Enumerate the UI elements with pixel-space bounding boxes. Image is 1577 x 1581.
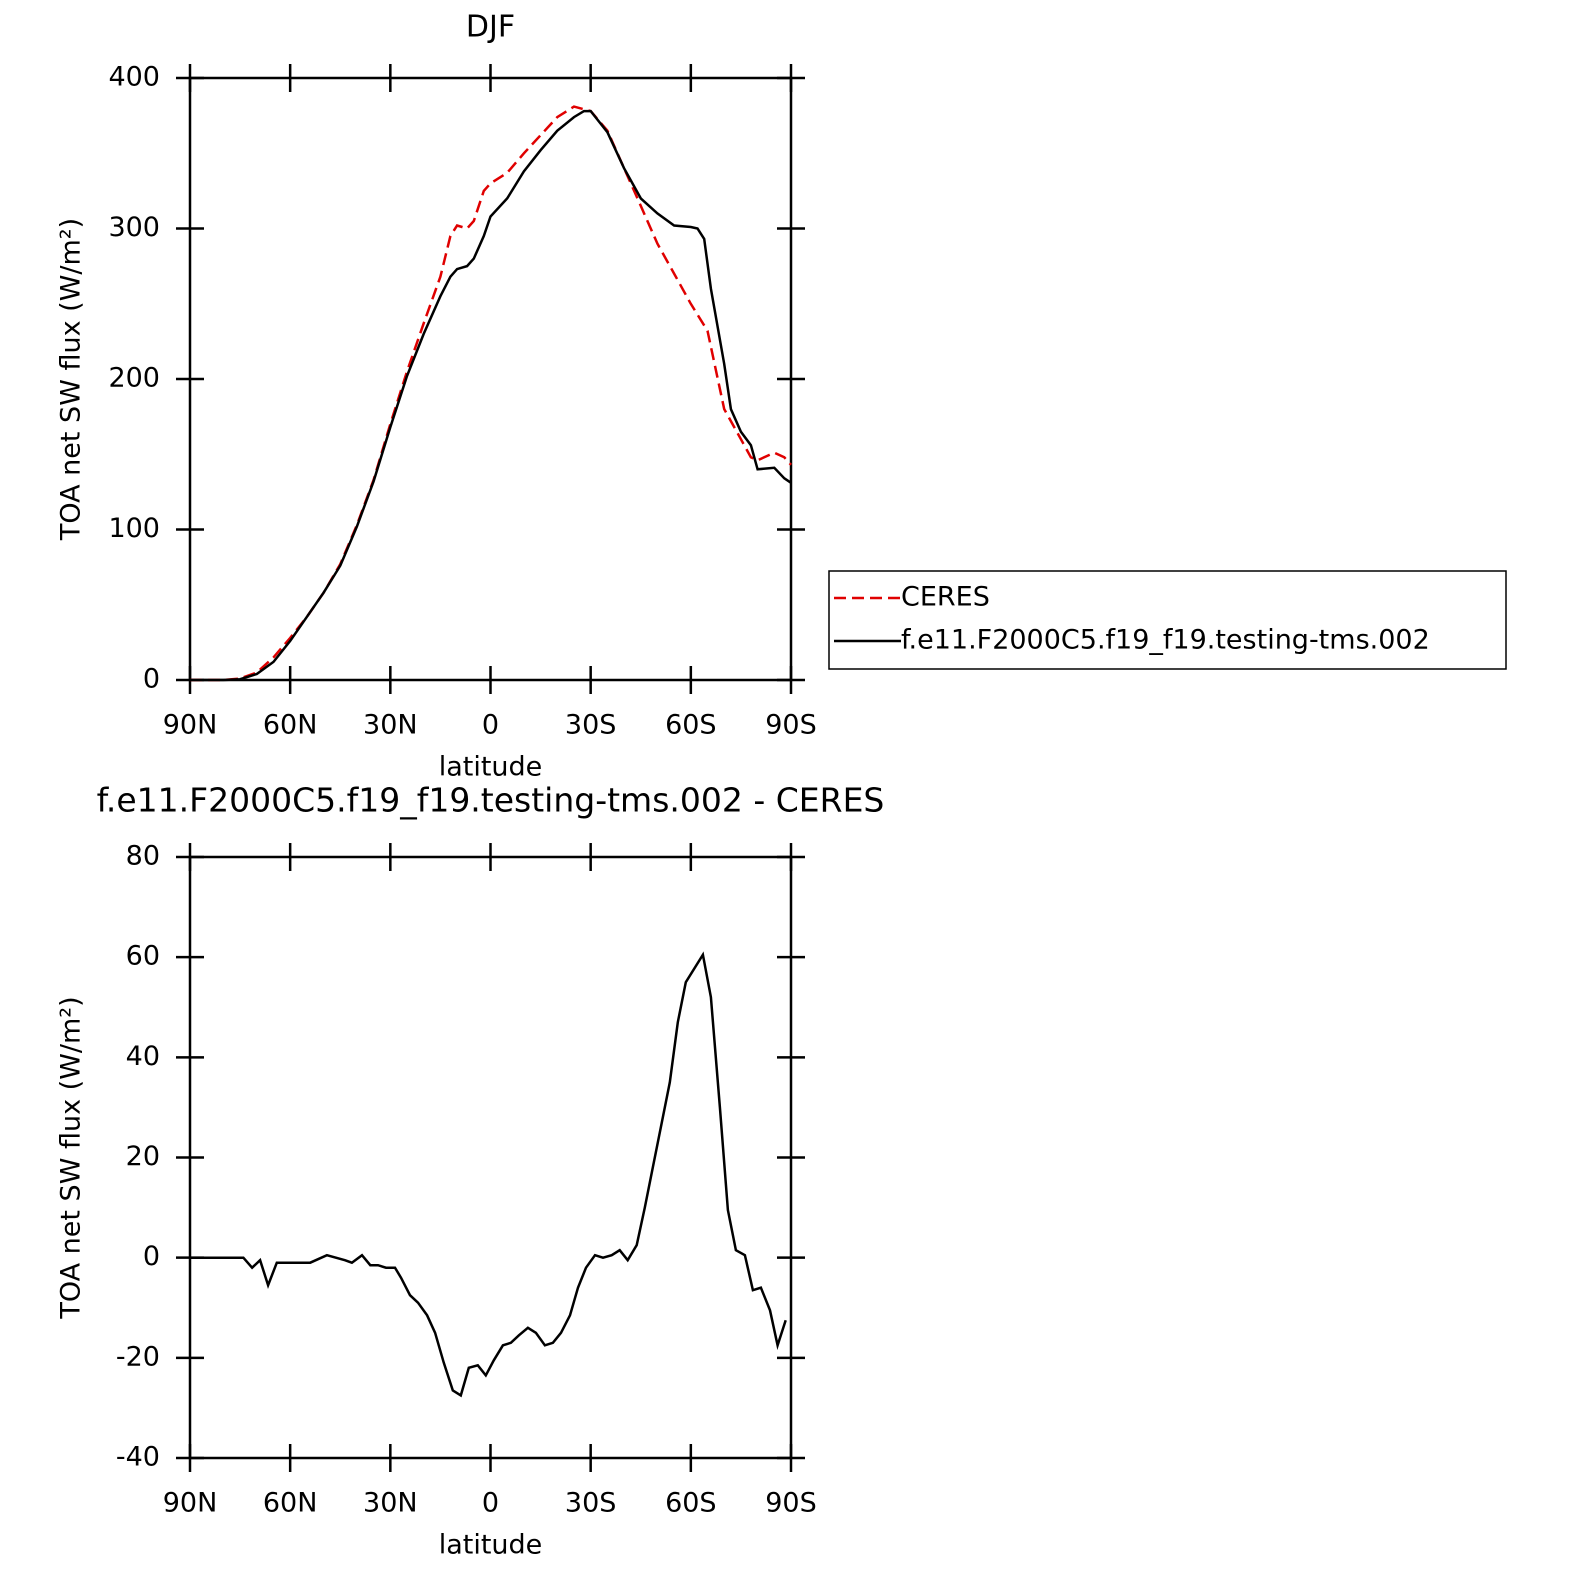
y-axis-title: TOA net SW flux (W/m²) [56, 218, 87, 541]
x-tick-label: 90S [765, 1488, 817, 1519]
data-line [190, 105, 792, 682]
x-tick-label: 0 [482, 710, 499, 741]
x-tick-label: 90S [765, 710, 817, 741]
chart-title: DJF [466, 10, 515, 45]
y-tick-label: 200 [108, 363, 160, 394]
chart-title: f.e11.F2000C5.f19_f19.testing-tms.002 - … [97, 781, 885, 820]
legend-label: CERES [901, 582, 990, 613]
x-axis-title: latitude [439, 752, 543, 783]
y-tick-label: -40 [116, 1442, 160, 1473]
data-line [190, 109, 792, 682]
x-tick-label: 90N [163, 1488, 218, 1519]
y-tick-label: 80 [126, 841, 160, 872]
x-tick-label: 30S [565, 710, 617, 741]
x-tick-label: 30N [363, 710, 418, 741]
plot-frame [188, 76, 793, 682]
y-axis-title: TOA net SW flux (W/m²) [56, 996, 87, 1319]
x-tick-label: 60N [263, 1488, 318, 1519]
x-tick-label: 30S [565, 1488, 617, 1519]
x-tick-label: 60S [665, 710, 717, 741]
x-axis-title: latitude [439, 1530, 543, 1561]
x-tick-label: 90N [163, 710, 218, 741]
legend-box [828, 570, 1507, 670]
y-tick-label: -20 [116, 1341, 160, 1372]
x-tick-label: 0 [482, 1488, 499, 1519]
y-tick-label: 0 [143, 1241, 160, 1272]
y-tick-label: 60 [126, 941, 160, 972]
x-tick-label: 60S [665, 1488, 717, 1519]
data-line [190, 951, 787, 1398]
y-tick-label: 100 [108, 513, 160, 544]
y-tick-label: 20 [126, 1141, 160, 1172]
x-tick-label: 60N [263, 710, 318, 741]
y-tick-label: 0 [143, 664, 160, 695]
y-tick-label: 300 [108, 212, 160, 243]
y-tick-label: 400 [108, 62, 160, 93]
legend-label: f.e11.F2000C5.f19_f19.testing-tms.002 [901, 625, 1430, 656]
x-tick-label: 30N [363, 1488, 418, 1519]
y-tick-label: 40 [126, 1041, 160, 1072]
